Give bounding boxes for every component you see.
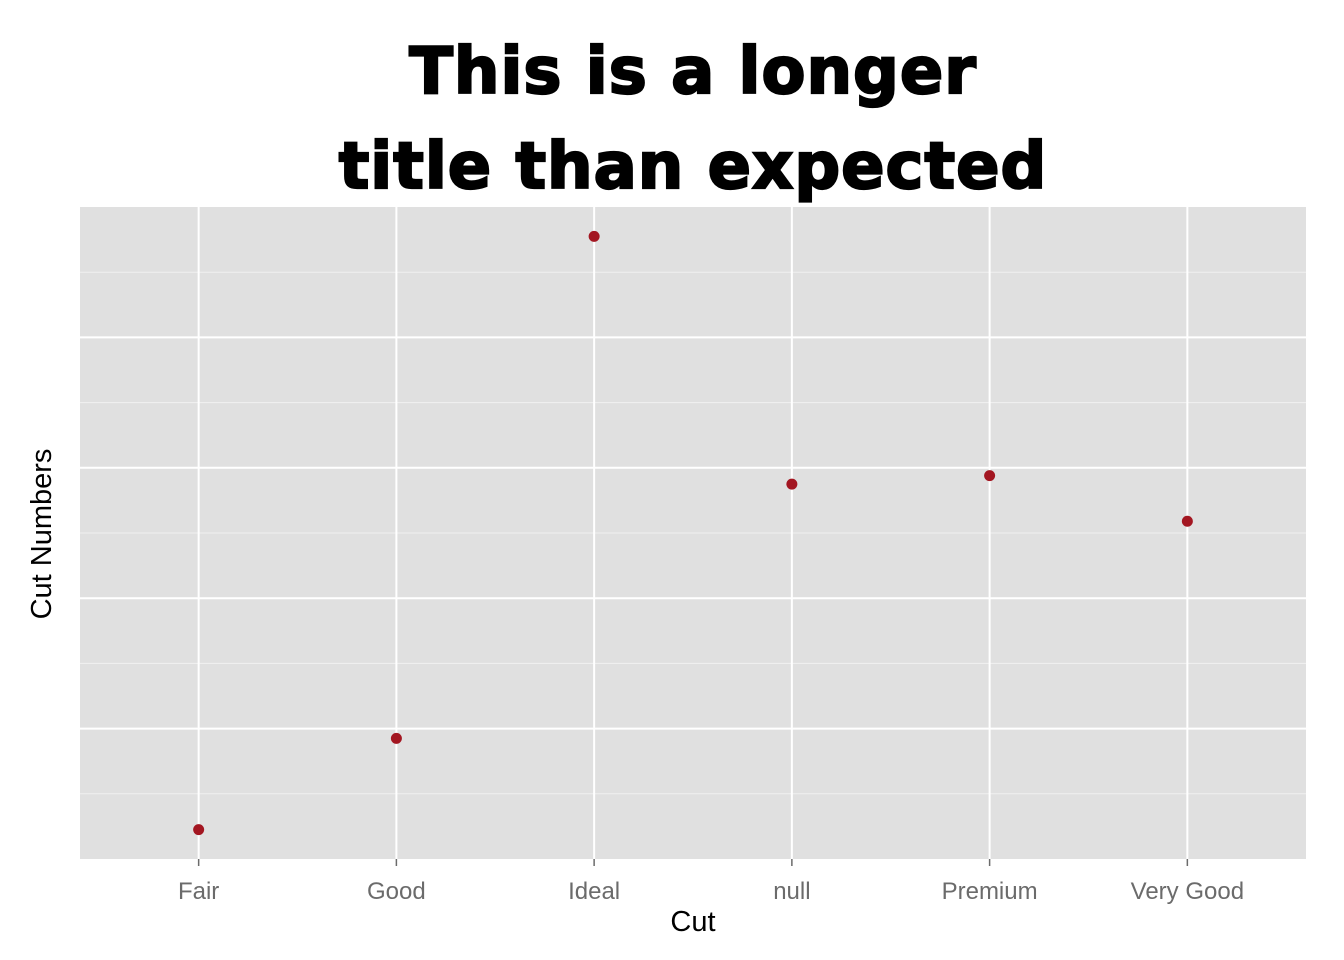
data-point-4 [984,470,996,482]
data-points [193,230,1193,836]
x-tick-label-1: Good [367,878,426,905]
chart-title-line-1: This is a longer [409,35,977,109]
x-tick-label-0: Fair [178,878,219,905]
chart-title-line-2: title than expected [339,130,1048,204]
x-axis-tick-labels: Fair Good Ideal null Premium Very Good [178,878,1244,905]
x-tick-label-4: Premium [942,878,1038,905]
data-point-2 [588,230,600,242]
x-axis-title: Cut [670,906,715,938]
data-point-0 [193,824,205,836]
x-tick-label-3: null [773,878,810,905]
x-tick-label-5: Very Good [1131,878,1244,905]
x-tick-label-2: Ideal [568,878,620,905]
grid-lines [80,207,1306,859]
data-point-3 [786,478,798,490]
data-point-5 [1181,515,1193,527]
data-point-1 [390,732,402,744]
chart-title: This is a longer title than expected [338,34,1048,205]
x-axis-ticks [197,859,1189,866]
y-axis-title: Cut Numbers [26,449,58,620]
